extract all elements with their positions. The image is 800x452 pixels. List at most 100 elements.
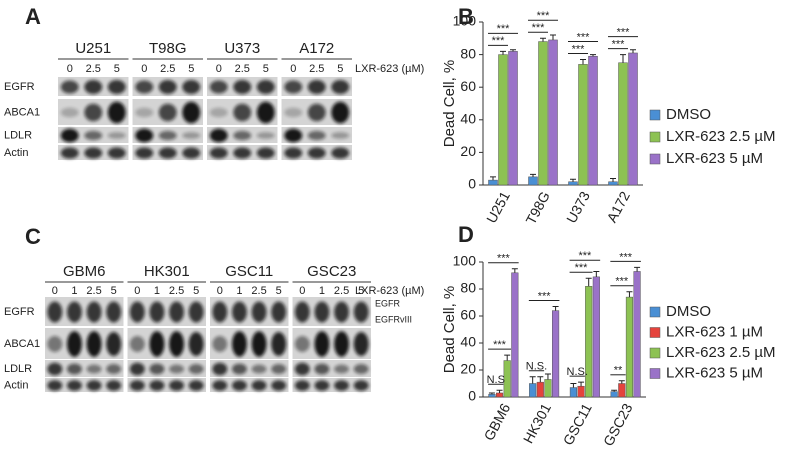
x-tick-label: U373 [563,188,593,225]
bar [585,286,593,398]
error-bar [496,389,503,393]
panel-letter: B [458,4,474,29]
legend-swatch [649,327,661,338]
y-axis-label: Dead Cell, % [441,286,458,374]
dose-label: 0 [216,63,222,75]
blot-band [353,332,369,356]
blot-band [231,301,247,323]
y-tick-label: 80 [460,45,476,61]
cell-line-label: GBM6 [63,263,106,280]
blot-band [233,80,252,94]
dose-label: 0 [299,285,305,297]
bar [498,54,508,186]
significance-label: *** [532,22,546,34]
blot-band [135,128,154,143]
error-bar [488,392,495,395]
error-bar [620,54,626,63]
x-tick-label: GBM6 [481,400,514,443]
error-bar [610,177,616,182]
bar [577,385,585,398]
legend-label: LXR-623 1 µM [666,323,763,340]
blot-band [294,336,310,352]
blot-band [106,332,122,356]
blot-band [149,331,165,357]
blot-band [331,101,350,124]
dose-label: 1 [154,285,160,297]
blot-band [271,364,287,374]
bar [544,379,552,398]
blot-band [149,380,165,391]
y-tick-label: 100 [453,253,477,269]
blot-strip [210,378,289,392]
blot-band [47,380,63,391]
blot-band [149,363,165,375]
significance-label: *** [497,253,511,265]
dose-label: 1 [236,285,242,297]
blot-band [86,331,102,357]
y-tick-label: 0 [468,388,476,404]
legend-label: LXR-623 5 µM [666,364,763,381]
significance-label: N.S. [567,366,588,378]
error-bar [630,49,636,53]
blot-strip [45,378,124,392]
panel-letter: A [25,4,41,29]
significance-label: *** [578,250,592,262]
error-bar [618,380,625,384]
dose-label: 0 [141,63,147,75]
blot-band [331,132,350,139]
significance-label: N.S. [526,361,547,373]
blot-band [251,301,267,323]
dose-label: 2.5 [334,285,349,297]
y-tick-label: 60 [460,307,476,323]
y-tick-label: 40 [460,111,476,127]
blot-band [158,80,177,94]
blot-band [60,107,79,118]
row-label: LDLR [4,129,32,141]
error-bar [504,354,511,361]
blot-strip [292,360,371,377]
blot-band [334,331,350,357]
dose-label: 2.5 [309,63,324,75]
dose-label: 2.5 [235,63,250,75]
dose-label: 2.5 [160,63,175,75]
x-tick-label: GSC11 [560,400,595,447]
blot-band [271,301,287,323]
bar [608,181,618,186]
bar [528,176,538,186]
blot-band [314,380,330,391]
cell-line-label: GSC23 [307,263,356,280]
blot-band [284,128,303,143]
legend-label: LXR-623 2.5 µM [666,128,776,145]
blot-band [107,132,126,139]
blot-band [129,336,145,352]
blot-band [107,80,126,94]
legend-label: DMSO [666,303,711,320]
error-bar [510,49,516,52]
blot-band [47,301,63,323]
blot-band [334,380,350,391]
dose-label: 5 [188,63,194,75]
blot-band [209,107,228,118]
bar [628,52,638,186]
bar [588,55,598,186]
error-bar [544,373,551,380]
error-bar [500,50,506,55]
significance-label: *** [497,23,511,35]
blot-strip [210,360,289,377]
dose-label: 5 [114,63,120,75]
bar [508,51,518,186]
legend-swatch [649,131,661,143]
dose-label: 1 [71,285,77,297]
cell-line-label: T98G [149,40,187,57]
dose-axis-label: LXR-623 (µM) [355,285,424,297]
bar [488,394,496,398]
error-bar [634,266,641,272]
blot-band [231,331,247,357]
blot-band [135,107,154,118]
blot-band [66,363,82,375]
blot-band [60,128,79,143]
significance-label: *** [493,339,507,351]
blot-band [107,147,126,159]
blot-band [84,130,103,141]
